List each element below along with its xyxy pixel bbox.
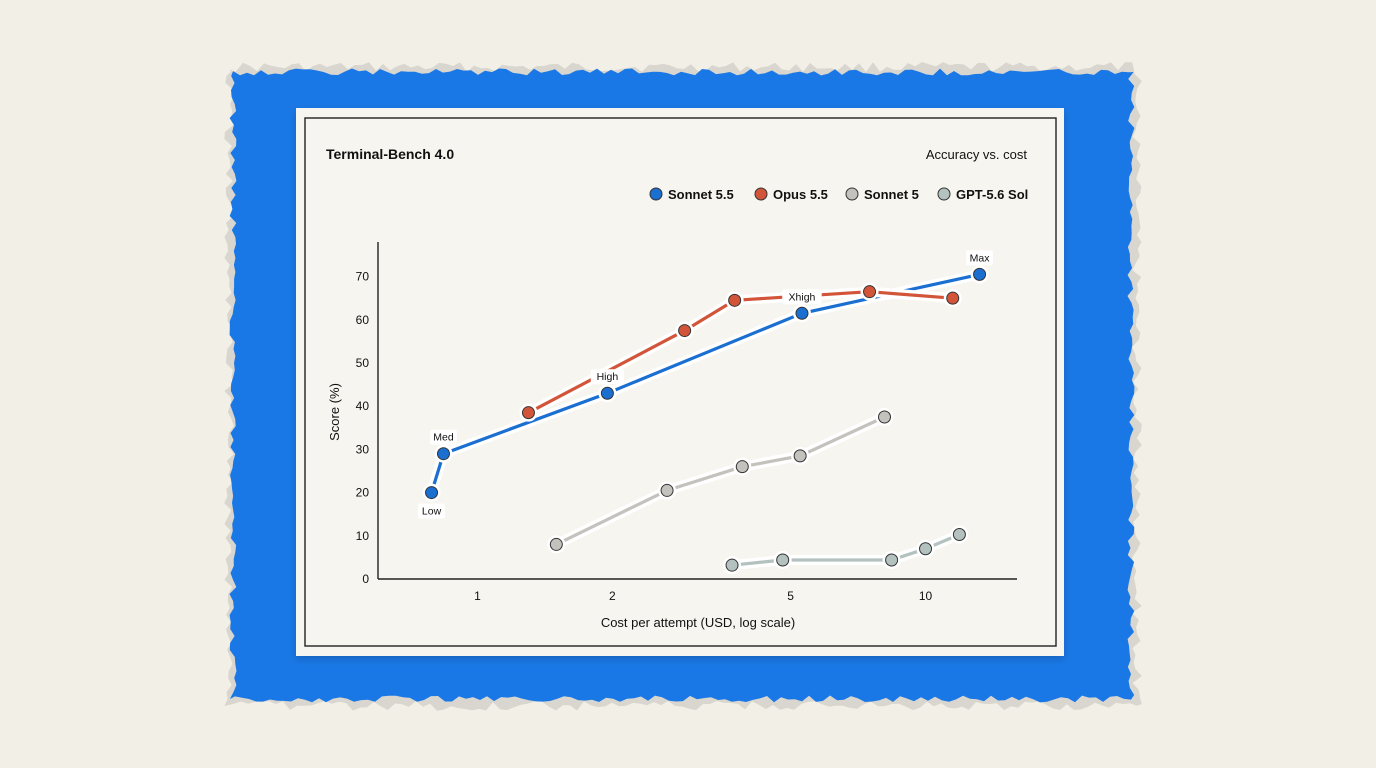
y-tick-label: 0 <box>362 572 369 586</box>
data-point <box>885 553 899 567</box>
x-axis-label: Cost per attempt (USD, log scale) <box>601 615 795 630</box>
legend-label: Opus 5.5 <box>773 187 828 202</box>
data-point <box>952 527 966 541</box>
y-axis-label: Score (%) <box>327 383 342 441</box>
legend: Sonnet 5.5 Opus 5.5 Sonnet 5 GPT-5.6 Sol <box>649 187 1028 202</box>
chart-title: Terminal-Bench 4.0 <box>326 146 454 162</box>
legend-swatch <box>754 187 768 201</box>
data-point <box>600 386 614 400</box>
point-label: Max <box>970 252 991 264</box>
data-point <box>436 447 450 461</box>
data-point <box>660 483 674 497</box>
point-label: Low <box>422 506 442 518</box>
point-label-layer: Low Med High Xhigh Max <box>418 250 994 519</box>
legend-item: Sonnet 5 <box>845 187 919 202</box>
data-point <box>973 267 987 281</box>
y-tick-label: 70 <box>356 270 370 284</box>
point-label: High <box>597 371 619 383</box>
legend-swatch <box>845 187 859 201</box>
chart-subtitle: Accuracy vs. cost <box>926 147 1028 162</box>
point-label-bg <box>590 369 624 385</box>
series-1 <box>519 282 962 422</box>
legend-item: GPT-5.6 Sol <box>937 187 1028 202</box>
y-tick-labels: 0 10 20 30 40 50 60 70 <box>356 270 370 586</box>
y-tick-label: 30 <box>356 442 370 456</box>
point-label: Xhigh <box>789 291 816 303</box>
data-point <box>521 406 535 420</box>
chart-card <box>296 108 1064 656</box>
y-tick-label: 20 <box>356 486 370 500</box>
data-point <box>919 542 933 556</box>
point-label-bg <box>966 250 994 266</box>
legend-label: GPT-5.6 Sol <box>956 187 1028 202</box>
legend-label: Sonnet 5 <box>864 187 919 202</box>
point-label-bg <box>418 503 445 519</box>
data-point <box>795 306 809 320</box>
legend-swatch <box>649 187 663 201</box>
series-0 <box>422 265 989 502</box>
x-tick-label: 2 <box>609 589 616 603</box>
data-point <box>725 558 739 572</box>
y-tick-label: 10 <box>356 529 370 543</box>
y-tick-label: 50 <box>356 356 370 370</box>
legend-item: Opus 5.5 <box>754 187 828 202</box>
series-2 <box>547 407 894 554</box>
x-tick-label: 5 <box>787 589 794 603</box>
legend-swatch <box>937 187 951 201</box>
data-point <box>793 449 807 463</box>
data-point <box>735 460 749 474</box>
data-point <box>878 410 892 424</box>
data-point <box>776 553 790 567</box>
x-tick-labels: 1 2 5 10 <box>474 589 932 603</box>
legend-item: Sonnet 5.5 <box>649 187 734 202</box>
series-layer <box>422 265 989 575</box>
data-point <box>549 537 563 551</box>
data-point <box>678 324 692 338</box>
data-point <box>863 285 877 299</box>
data-point <box>946 291 960 305</box>
point-label-bg <box>430 429 457 445</box>
point-label: Med <box>433 432 454 444</box>
x-tick-label: 1 <box>474 589 481 603</box>
chart-card-border <box>304 117 1057 647</box>
x-tick-label: 10 <box>919 589 933 603</box>
series-3 <box>723 525 969 575</box>
data-point <box>728 293 742 307</box>
y-tick-label: 60 <box>356 313 370 327</box>
legend-label: Sonnet 5.5 <box>668 187 734 202</box>
y-tick-label: 40 <box>356 399 370 413</box>
data-point <box>425 486 439 500</box>
point-label-bg <box>782 289 822 305</box>
